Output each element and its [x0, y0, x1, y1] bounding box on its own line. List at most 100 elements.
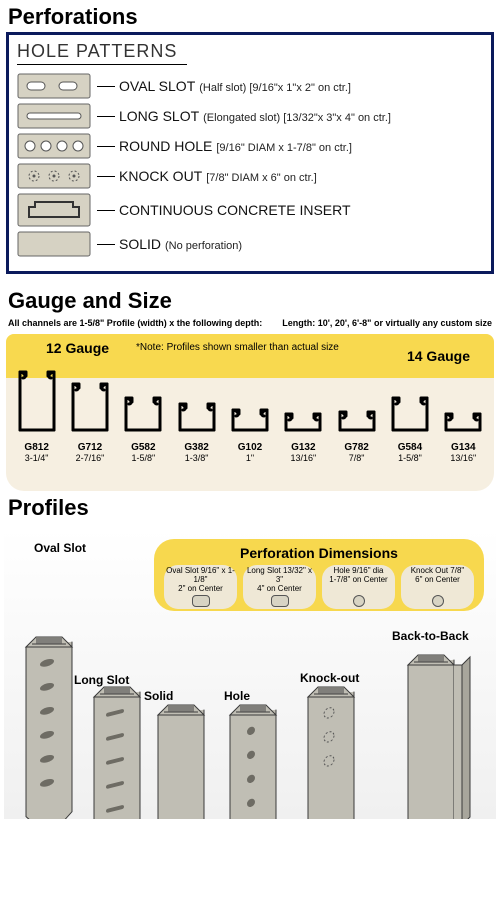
channel-G382: G3821-3/8"	[177, 398, 217, 463]
channel-G712: G7122-7/16"	[70, 378, 110, 463]
channel-code: G812	[24, 442, 48, 453]
perf-swatch-concrete	[17, 193, 91, 227]
perf-tick-icon	[97, 244, 115, 245]
pd-chip-label: Hole 9/16" dia1-7/8" on Center	[329, 567, 387, 585]
channel-code: G132	[291, 442, 315, 453]
channel-G584: G5841-5/8"	[390, 392, 430, 463]
strut-solid	[154, 697, 200, 819]
perf-label: KNOCK OUT [7/8" DIAM x 6" on ctr.]	[119, 168, 317, 184]
channel-code: G134	[451, 442, 475, 453]
profiles-panel: Perforation Dimensions Oval Slot 9/16" x…	[4, 529, 496, 819]
hole-patterns-underline	[17, 64, 187, 65]
gauge-heading: Gauge and Size	[0, 284, 500, 316]
perf-row-oval: OVAL SLOT (Half slot) [9/16"x 1"x 2" on c…	[17, 73, 483, 99]
channel-G812: G8123-1/4"	[17, 366, 57, 463]
perf-name: CONTINUOUS CONCRETE INSERT	[119, 202, 351, 218]
perf-row-concrete: CONTINUOUS CONCRETE INSERT	[17, 193, 483, 227]
strut-oval	[22, 629, 68, 819]
perf-name: LONG SLOT	[119, 108, 199, 124]
strut-long	[90, 679, 136, 819]
perforation-dimensions-box: Perforation Dimensions Oval Slot 9/16" x…	[154, 539, 484, 611]
perf-tick-icon	[97, 176, 115, 177]
pd-chip: Long Slot 13/32" x 3"4" on Center	[243, 565, 316, 609]
pd-chip: Oval Slot 9/16" x 1-1/8"2" on Center	[164, 565, 237, 609]
pd-chip-icon	[432, 595, 444, 607]
perf-label: SOLID (No perforation)	[119, 236, 242, 252]
pd-chip-icon	[271, 595, 289, 607]
channel-code: G782	[344, 442, 368, 453]
gauge-note-star: *Note: Profiles shown smaller than actua…	[136, 342, 339, 353]
strut-label-oval: Oval Slot	[34, 541, 86, 555]
perf-swatch-solid	[17, 231, 91, 257]
hole-patterns-title: HOLE PATTERNS	[17, 41, 483, 64]
perf-label: OVAL SLOT (Half slot) [9/16"x 1"x 2" on c…	[119, 78, 351, 94]
channel-depth: 13/16"	[290, 453, 316, 463]
strut-knock	[304, 679, 350, 819]
perf-sub: (Half slot) [9/16"x 1"x 2" on ctr.]	[199, 82, 351, 94]
strut-label-b2b: Back-to-Back	[392, 629, 469, 643]
perf-label: CONTINUOUS CONCRETE INSERT	[119, 202, 355, 218]
perf-swatch-round	[17, 133, 91, 159]
strut-hole	[226, 697, 272, 819]
perf-label: LONG SLOT (Elongated slot) [13/32"x 3"x 4…	[119, 108, 391, 124]
perf-tick-icon	[97, 146, 115, 147]
channel-depth: 7/8"	[349, 453, 365, 463]
channel-depth: 1-3/8"	[185, 453, 209, 463]
channel-G102: G1021"	[230, 404, 270, 463]
perf-tick-icon	[97, 116, 115, 117]
gauge-12-label: 12 Gauge	[46, 340, 109, 356]
gauge-note-right: Length: 10', 20', 6'-8" or virtually any…	[282, 318, 492, 328]
gauge-note-left: All channels are 1-5/8" Profile (width) …	[8, 318, 282, 328]
perf-swatch-long	[17, 103, 91, 129]
channel-code: G712	[78, 442, 102, 453]
channel-depth: 13/16"	[450, 453, 476, 463]
perf-label: ROUND HOLE [9/16" DIAM x 1-7/8" on ctr.]	[119, 138, 352, 154]
perf-tick-icon	[97, 86, 115, 87]
strut-b2b	[404, 647, 450, 819]
channel-G134: G13413/16"	[443, 408, 483, 463]
perf-name: ROUND HOLE	[119, 138, 212, 154]
channel-G582: G5821-5/8"	[123, 392, 163, 463]
channel-code: G582	[131, 442, 155, 453]
perf-swatch-oval	[17, 73, 91, 99]
perf-sub: [9/16" DIAM x 1-7/8" on ctr.]	[216, 142, 352, 154]
pd-chip-label: Oval Slot 9/16" x 1-1/8"2" on Center	[166, 567, 235, 593]
perf-name: KNOCK OUT	[119, 168, 202, 184]
pd-chip-icon	[353, 595, 365, 607]
perf-name: SOLID	[119, 236, 161, 252]
channel-G132: G13213/16"	[283, 408, 323, 463]
perf-row-knock: KNOCK OUT [7/8" DIAM x 6" on ctr.]	[17, 163, 483, 189]
perf-sub: (Elongated slot) [13/32"x 3"x 4" on ctr.…	[203, 112, 391, 124]
channel-code: G102	[238, 442, 262, 453]
perf-sub: [7/8" DIAM x 6" on ctr.]	[206, 172, 317, 184]
perforations-heading: Perforations	[0, 0, 500, 32]
perf-row-solid: SOLID (No perforation)	[17, 231, 483, 257]
channel-depth: 1-5/8"	[131, 453, 155, 463]
profiles-heading: Profiles	[0, 491, 500, 523]
perforation-dimensions-title: Perforation Dimensions	[164, 545, 474, 561]
perf-row-round: ROUND HOLE [9/16" DIAM x 1-7/8" on ctr.]	[17, 133, 483, 159]
perf-name: OVAL SLOT	[119, 78, 195, 94]
pd-chip-label: Knock Out 7/8"6" on Center	[411, 567, 465, 585]
pd-chip: Knock Out 7/8"6" on Center	[401, 565, 474, 609]
channel-depth: 3-1/4"	[25, 453, 49, 463]
channel-depth: 1"	[246, 453, 254, 463]
pd-chip: Hole 9/16" dia1-7/8" on Center	[322, 565, 395, 609]
perf-row-long: LONG SLOT (Elongated slot) [13/32"x 3"x 4…	[17, 103, 483, 129]
channel-depth: 1-5/8"	[398, 453, 422, 463]
pd-chip-label: Long Slot 13/32" x 3"4" on Center	[245, 567, 314, 593]
channel-code: G584	[398, 442, 422, 453]
channel-code: G382	[184, 442, 208, 453]
gauge-band: 12 Gauge *Note: Profiles shown smaller t…	[6, 334, 494, 491]
perf-swatch-knock	[17, 163, 91, 189]
pd-chip-icon	[192, 595, 210, 607]
gauge-channel-row: G8123-1/4"G7122-7/16"G5821-5/8"G3821-3/8…	[6, 366, 494, 479]
perf-tick-icon	[97, 210, 115, 211]
hole-patterns-panel: HOLE PATTERNS OVAL SLOT (Half slot) [9/16…	[6, 32, 494, 274]
channel-G782: G7827/8"	[337, 406, 377, 463]
channel-depth: 2-7/16"	[76, 453, 105, 463]
gauge-14-label: 14 Gauge	[407, 348, 470, 364]
perf-sub: (No perforation)	[165, 240, 242, 252]
perforation-dimensions-row: Oval Slot 9/16" x 1-1/8"2" on Center Long…	[164, 565, 474, 609]
gauge-notes: All channels are 1-5/8" Profile (width) …	[0, 316, 500, 330]
